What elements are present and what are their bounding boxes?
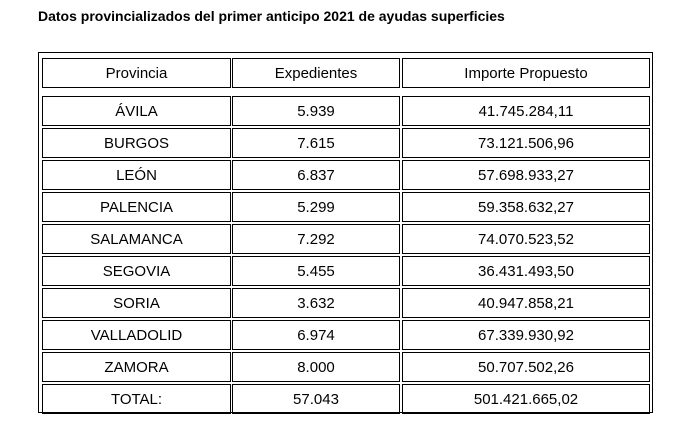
table-cell: 67.339.930,92 [402, 320, 650, 350]
table-cell: 5.455 [232, 256, 400, 286]
header-cell: Importe Propuesto [402, 58, 650, 88]
table-cell: SORIA [42, 288, 231, 318]
table-cell: 59.358.632,27 [402, 192, 650, 222]
table-cell: 7.292 [232, 224, 400, 254]
table-cell: BURGOS [42, 128, 231, 158]
table-cell: 36.431.493,50 [402, 256, 650, 286]
table-cell: 501.421.665,02 [402, 384, 650, 414]
table-cell: 7.615 [232, 128, 400, 158]
table-cell: 50.707.502,26 [402, 352, 650, 382]
table-cell: 57.698.933,27 [402, 160, 650, 190]
table-cell: TOTAL: [42, 384, 231, 414]
table-cell: ZAMORA [42, 352, 231, 382]
header-cell: Provincia [42, 58, 231, 88]
table-cell: SALAMANCA [42, 224, 231, 254]
table-cell: 57.043 [232, 384, 400, 414]
table-cell: SEGOVIA [42, 256, 231, 286]
table-cell: 5.939 [232, 96, 400, 126]
table-cell: 6.974 [232, 320, 400, 350]
table-cell: ÁVILA [42, 96, 231, 126]
table-cell: 41.745.284,11 [402, 96, 650, 126]
header-cell: Expedientes [232, 58, 400, 88]
title: Datos provincializados del primer antici… [38, 8, 505, 24]
table-cell: 74.070.523,52 [402, 224, 650, 254]
table: Provincia Expedientes Importe Propuesto ÁVI… [38, 52, 653, 414]
table-cell: 5.299 [232, 192, 400, 222]
table-cell: 73.121.506,96 [402, 128, 650, 158]
table-cell: PALENCIA [42, 192, 231, 222]
table-cell: 6.837 [232, 160, 400, 190]
table-cell: LEÓN [42, 160, 231, 190]
table-cell: 8.000 [232, 352, 400, 382]
table-cell: 3.632 [232, 288, 400, 318]
table-cell: 40.947.858,21 [402, 288, 650, 318]
table-cell: VALLADOLID [42, 320, 231, 350]
